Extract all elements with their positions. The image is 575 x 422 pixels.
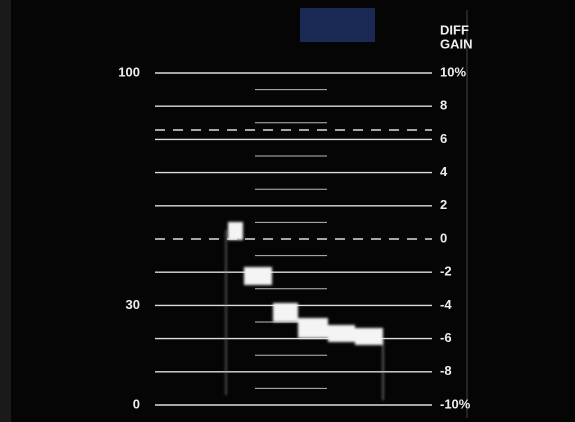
right-scale-label: -8	[440, 363, 452, 378]
left-scale-label: 0	[133, 396, 140, 411]
right-scale-label: -10%	[440, 396, 471, 411]
scope-screen: DIFF GAIN 10% 8 6 4 2 0 -2 -4 -6 -8 -10% 100 30 0	[0, 0, 575, 422]
header-line: DIFF	[440, 22, 469, 37]
header-line: GAIN	[440, 36, 473, 51]
left-scale-label: 100	[118, 64, 140, 79]
reflection	[300, 8, 375, 42]
right-scale-label: 6	[440, 131, 447, 146]
left-border	[0, 0, 11, 422]
left-scale-label: 30	[126, 297, 140, 312]
right-scale-label: -6	[440, 330, 452, 345]
right-scale-label: -2	[440, 264, 452, 279]
right-scale-label: 4	[440, 164, 448, 179]
right-scale-label: 8	[440, 98, 447, 113]
background	[0, 0, 575, 422]
right-scale-label: 2	[440, 197, 447, 212]
right-scale-label: -4	[440, 297, 452, 312]
right-scale-label: 0	[440, 230, 447, 245]
right-scale-label: 10%	[440, 64, 466, 79]
